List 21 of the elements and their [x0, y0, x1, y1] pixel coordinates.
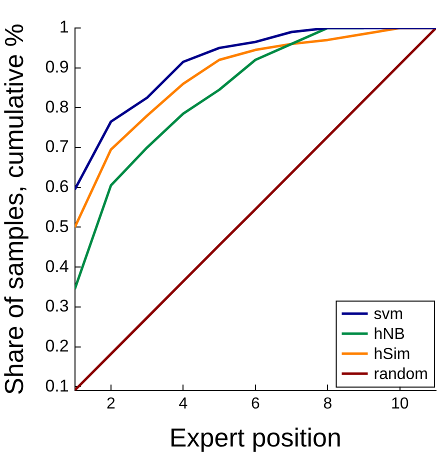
legend-label: random	[374, 366, 428, 384]
x-tick-label: 8	[323, 396, 332, 413]
x-tick-label: 4	[178, 396, 188, 413]
y-tick-label: 0.6	[45, 177, 69, 196]
legend-label: hSim	[374, 346, 410, 364]
y-tick-label: 0.1	[45, 376, 69, 396]
legend-label: hNB	[374, 326, 405, 344]
y-tick-label: 1	[59, 18, 69, 37]
y-tick-label: 0.3	[45, 296, 69, 316]
y-tick-label: 0.9	[45, 58, 69, 77]
x-tick-label: 6	[250, 396, 260, 413]
y-tick-label: 0.4	[45, 256, 69, 276]
legend-label: svm	[374, 306, 404, 324]
x-tick-label: 2	[106, 396, 116, 413]
y-tick-label: 0.8	[45, 97, 69, 116]
y-tick-label: 0.7	[45, 137, 69, 156]
y-tick-label: 0.5	[45, 216, 69, 236]
x-tick-label: 10	[390, 396, 409, 413]
y-axis-title: Share of samples, cumulative %	[0, 24, 29, 395]
x-axis-title: Expert position	[169, 422, 342, 453]
y-tick-label: 0.2	[45, 336, 69, 356]
